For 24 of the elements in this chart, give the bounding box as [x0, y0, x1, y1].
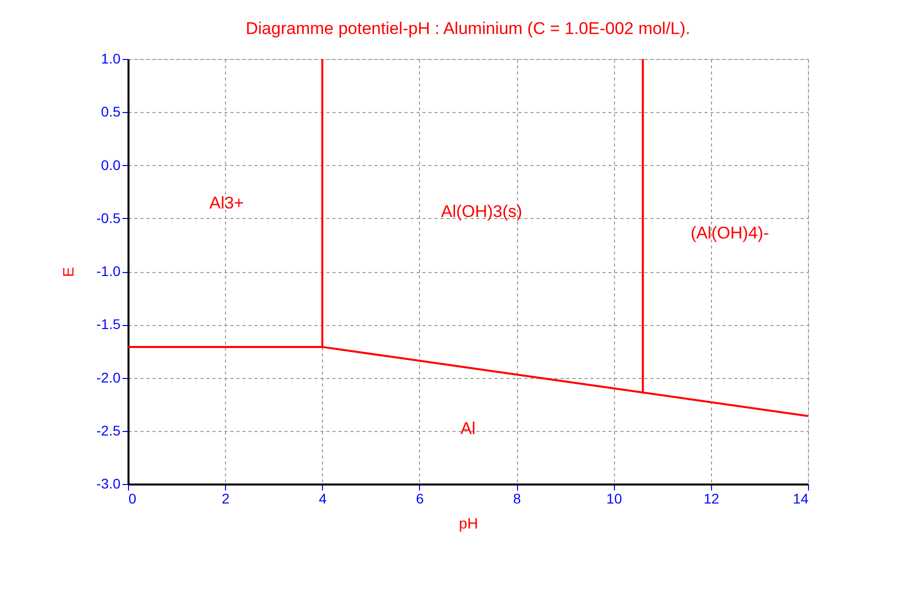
y-tick-label: -1.5 [96, 316, 121, 332]
y-tick-label: -1.0 [96, 263, 121, 279]
y-tick-label: -3.0 [96, 476, 121, 492]
y-tick-label: -2.5 [96, 422, 121, 438]
x-tick-label: 12 [704, 490, 720, 506]
x-tick-label: 0 [128, 490, 136, 506]
x-tick-label: 14 [792, 490, 809, 506]
x-tick-label: 8 [513, 490, 522, 506]
x-tick-label: 10 [606, 490, 622, 506]
annotation: Al(OH)3(s) [440, 202, 522, 221]
y-axis-title: E [60, 266, 78, 278]
annotation: Al [460, 418, 476, 438]
x-tick-label: 6 [416, 490, 424, 506]
x-tick-label: 4 [318, 490, 327, 506]
annotation: Al3+ [209, 194, 244, 212]
y-tick-label: 0.5 [101, 104, 121, 120]
x-axis-title: pH [458, 516, 478, 532]
chart-title: Diagramme potentiel-pH : Aluminium (C = 1.0E-002 mol/L). [246, 19, 690, 38]
x-tick-label: 2 [222, 490, 230, 506]
y-tick-label: 1.0 [101, 50, 121, 66]
y-tick-label: -0.5 [96, 210, 121, 226]
annotation: (Al(OH)4)- [690, 223, 769, 242]
y-tick-label: 0.0 [101, 156, 121, 173]
y-tick-label: -2.0 [96, 369, 121, 386]
